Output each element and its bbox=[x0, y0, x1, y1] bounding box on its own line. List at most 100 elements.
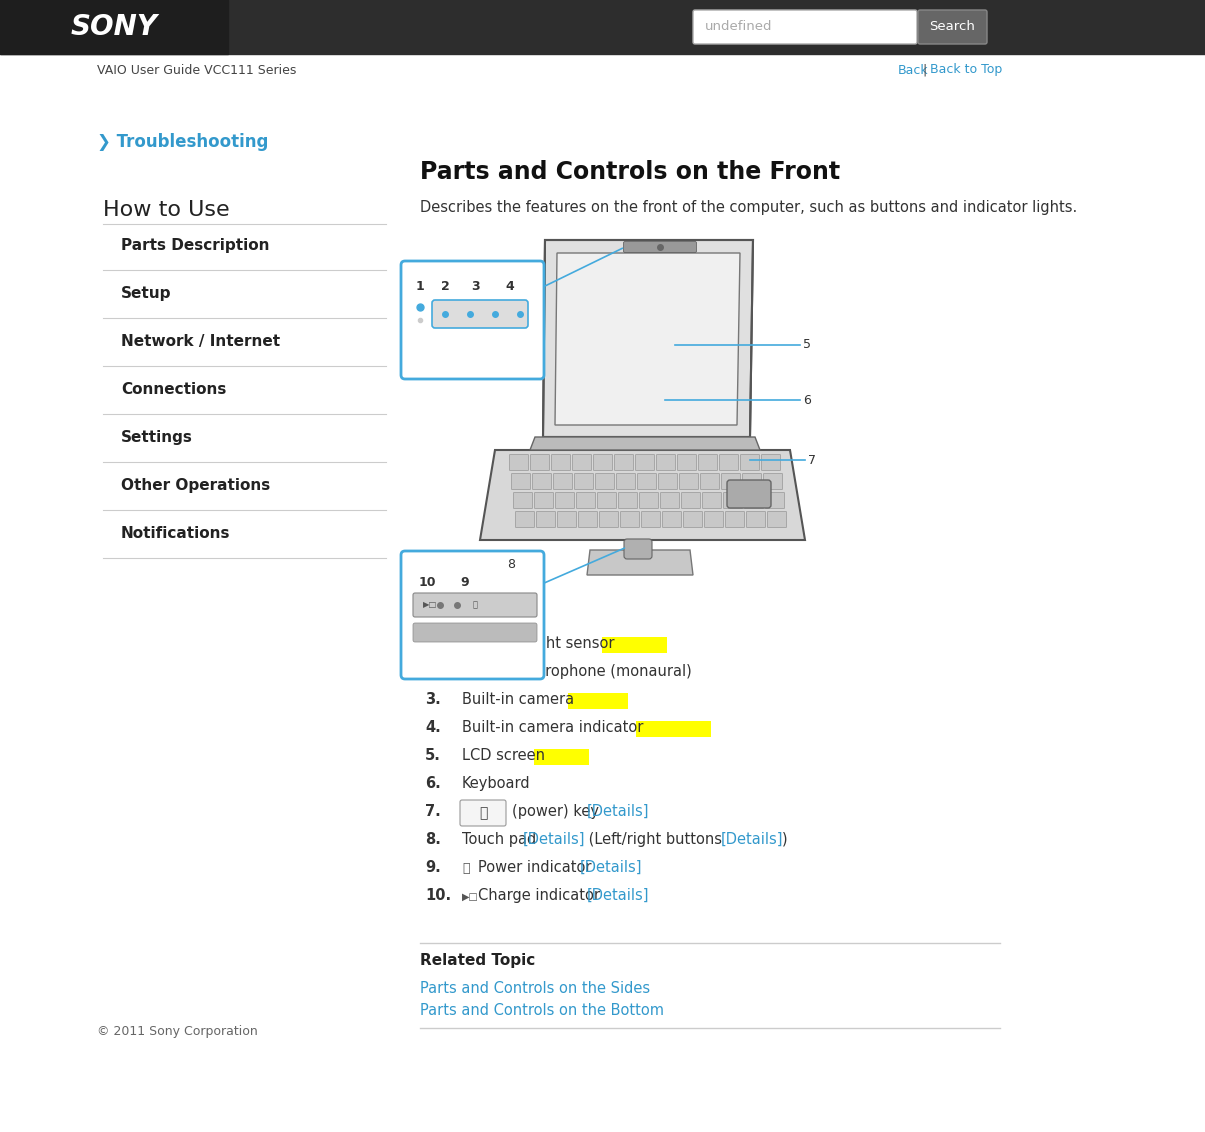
Text: 10.: 10. bbox=[425, 887, 451, 903]
Text: 5: 5 bbox=[803, 338, 811, 352]
Polygon shape bbox=[587, 550, 693, 575]
FancyBboxPatch shape bbox=[719, 455, 739, 471]
FancyBboxPatch shape bbox=[705, 512, 723, 528]
Text: Back: Back bbox=[898, 63, 929, 77]
Text: Connections: Connections bbox=[120, 381, 227, 397]
Text: 3: 3 bbox=[471, 281, 480, 293]
Text: 1.: 1. bbox=[425, 636, 441, 651]
FancyBboxPatch shape bbox=[683, 512, 703, 528]
Text: 9.: 9. bbox=[425, 860, 441, 875]
FancyBboxPatch shape bbox=[433, 300, 528, 328]
Text: |: | bbox=[922, 63, 927, 77]
FancyBboxPatch shape bbox=[600, 512, 618, 528]
Bar bbox=[602, 637, 668, 653]
Text: How to Use: How to Use bbox=[102, 200, 230, 220]
FancyBboxPatch shape bbox=[722, 473, 741, 489]
FancyBboxPatch shape bbox=[641, 512, 660, 528]
FancyBboxPatch shape bbox=[552, 455, 570, 471]
Text: Parts and Controls on the Sides: Parts and Controls on the Sides bbox=[421, 981, 651, 996]
FancyBboxPatch shape bbox=[533, 473, 552, 489]
Text: ▶□: ▶□ bbox=[423, 600, 437, 609]
FancyBboxPatch shape bbox=[658, 473, 677, 489]
Text: [Details]: [Details] bbox=[721, 832, 783, 847]
FancyBboxPatch shape bbox=[617, 473, 635, 489]
Text: (Left/right buttons: (Left/right buttons bbox=[584, 832, 727, 847]
FancyBboxPatch shape bbox=[768, 512, 787, 528]
FancyBboxPatch shape bbox=[594, 455, 612, 471]
Text: 4: 4 bbox=[506, 281, 515, 293]
Text: Related Topic: Related Topic bbox=[421, 953, 535, 968]
FancyBboxPatch shape bbox=[918, 10, 987, 44]
Text: Describes the features on the front of the computer, such as buttons and indicat: Describes the features on the front of t… bbox=[421, 200, 1077, 215]
FancyBboxPatch shape bbox=[624, 539, 652, 559]
Text: (power) key: (power) key bbox=[512, 804, 599, 818]
Text: 7: 7 bbox=[809, 454, 816, 466]
Text: Built-in camera: Built-in camera bbox=[462, 692, 574, 708]
Text: 2.: 2. bbox=[425, 664, 441, 679]
Text: SONY: SONY bbox=[71, 12, 158, 41]
FancyBboxPatch shape bbox=[530, 455, 549, 471]
FancyBboxPatch shape bbox=[536, 512, 556, 528]
FancyBboxPatch shape bbox=[747, 512, 765, 528]
FancyBboxPatch shape bbox=[741, 455, 759, 471]
Text: Notifications: Notifications bbox=[120, 526, 230, 541]
Text: ❯ Troubleshooting: ❯ Troubleshooting bbox=[96, 132, 269, 151]
FancyBboxPatch shape bbox=[460, 800, 506, 826]
FancyBboxPatch shape bbox=[742, 473, 762, 489]
FancyBboxPatch shape bbox=[727, 480, 771, 508]
FancyBboxPatch shape bbox=[572, 455, 592, 471]
FancyBboxPatch shape bbox=[682, 492, 700, 508]
FancyBboxPatch shape bbox=[637, 473, 657, 489]
FancyBboxPatch shape bbox=[575, 473, 594, 489]
FancyBboxPatch shape bbox=[413, 623, 537, 642]
Text: ⏻: ⏻ bbox=[478, 806, 487, 820]
FancyBboxPatch shape bbox=[703, 492, 722, 508]
Text: [Details]: [Details] bbox=[587, 887, 649, 903]
Text: [Details]: [Details] bbox=[523, 832, 586, 847]
Text: Parts Description: Parts Description bbox=[120, 238, 270, 252]
FancyBboxPatch shape bbox=[745, 492, 764, 508]
FancyBboxPatch shape bbox=[621, 512, 640, 528]
Text: VAIO User Guide VCC111 Series: VAIO User Guide VCC111 Series bbox=[96, 63, 296, 77]
FancyBboxPatch shape bbox=[558, 512, 576, 528]
FancyBboxPatch shape bbox=[535, 492, 553, 508]
FancyBboxPatch shape bbox=[510, 455, 529, 471]
Text: LCD screen: LCD screen bbox=[462, 748, 545, 763]
FancyBboxPatch shape bbox=[680, 473, 699, 489]
Text: Parts and Controls on the Bottom: Parts and Controls on the Bottom bbox=[421, 1003, 664, 1018]
FancyBboxPatch shape bbox=[516, 512, 535, 528]
Text: 8: 8 bbox=[507, 558, 515, 572]
Polygon shape bbox=[556, 252, 740, 424]
FancyBboxPatch shape bbox=[595, 473, 615, 489]
FancyBboxPatch shape bbox=[699, 455, 717, 471]
Text: © 2011 Sony Corporation: © 2011 Sony Corporation bbox=[96, 1024, 258, 1038]
FancyBboxPatch shape bbox=[765, 492, 784, 508]
Bar bbox=[534, 749, 589, 765]
Text: Other Operations: Other Operations bbox=[120, 478, 270, 494]
Text: Ambient light sensor: Ambient light sensor bbox=[462, 636, 615, 651]
Text: Back to Top: Back to Top bbox=[930, 63, 1003, 77]
Text: 9: 9 bbox=[460, 575, 469, 589]
FancyBboxPatch shape bbox=[723, 492, 742, 508]
Text: 6.: 6. bbox=[425, 777, 441, 791]
FancyBboxPatch shape bbox=[660, 492, 680, 508]
FancyBboxPatch shape bbox=[413, 593, 537, 617]
FancyBboxPatch shape bbox=[764, 473, 782, 489]
FancyBboxPatch shape bbox=[623, 241, 696, 252]
Text: Parts and Controls on the Front: Parts and Controls on the Front bbox=[421, 160, 840, 185]
FancyBboxPatch shape bbox=[615, 455, 634, 471]
FancyBboxPatch shape bbox=[556, 492, 575, 508]
Text: Power indicator: Power indicator bbox=[478, 860, 592, 875]
Text: 1: 1 bbox=[416, 281, 424, 293]
FancyBboxPatch shape bbox=[511, 473, 530, 489]
Text: Built-in microphone (monaural): Built-in microphone (monaural) bbox=[462, 664, 692, 679]
Text: 6: 6 bbox=[803, 394, 811, 406]
Text: undefined: undefined bbox=[705, 20, 772, 34]
Text: 8.: 8. bbox=[425, 832, 441, 847]
Polygon shape bbox=[530, 437, 760, 451]
Text: [Details]: [Details] bbox=[587, 804, 649, 818]
FancyBboxPatch shape bbox=[700, 473, 719, 489]
Text: Network / Internet: Network / Internet bbox=[120, 334, 280, 349]
Text: Settings: Settings bbox=[120, 430, 193, 445]
Text: 10: 10 bbox=[418, 575, 436, 589]
